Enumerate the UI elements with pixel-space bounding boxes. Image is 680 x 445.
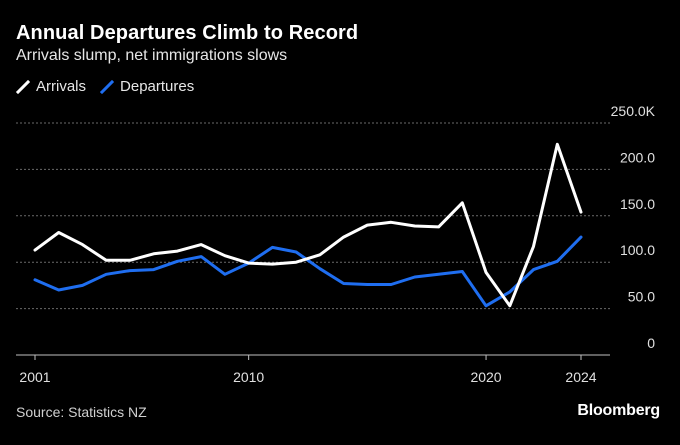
chart-title: Annual Departures Climb to Record: [16, 22, 359, 44]
series-line-departures: [33, 235, 583, 308]
legend-swatch-arrivals: [16, 79, 30, 94]
x-tick-label-2010: 2010: [233, 369, 264, 385]
y-tick-label-50: 50.0: [628, 289, 655, 305]
legend-item-departures: Departures: [100, 78, 194, 95]
y-tick-label-100: 100.0: [620, 242, 655, 258]
x-tick-label-2024: 2024: [565, 369, 596, 385]
legend-item-arrivals: Arrivals: [16, 78, 86, 95]
y-tick-label-150: 150.0: [620, 196, 655, 212]
legend-label-departures: Departures: [120, 78, 195, 95]
series-line-arrivals: [33, 142, 583, 308]
x-tick-label-2001: 2001: [19, 369, 50, 385]
legend: Arrivals Departures: [16, 78, 208, 95]
y-tick-label-250: 250.0K: [611, 103, 656, 119]
bloomberg-logo: Bloomberg: [577, 402, 660, 419]
chart-subtitle: Arrivals slump, net immigrations slows: [16, 47, 288, 64]
y-tick-label-0: 0: [647, 335, 655, 351]
x-tick-label-2020: 2020: [470, 369, 501, 385]
y-tick-label-200: 200.0: [620, 149, 655, 165]
source-note: Source: Statistics NZ: [16, 404, 147, 420]
legend-label-arrivals: Arrivals: [36, 78, 87, 95]
legend-swatch-departures: [100, 79, 115, 94]
